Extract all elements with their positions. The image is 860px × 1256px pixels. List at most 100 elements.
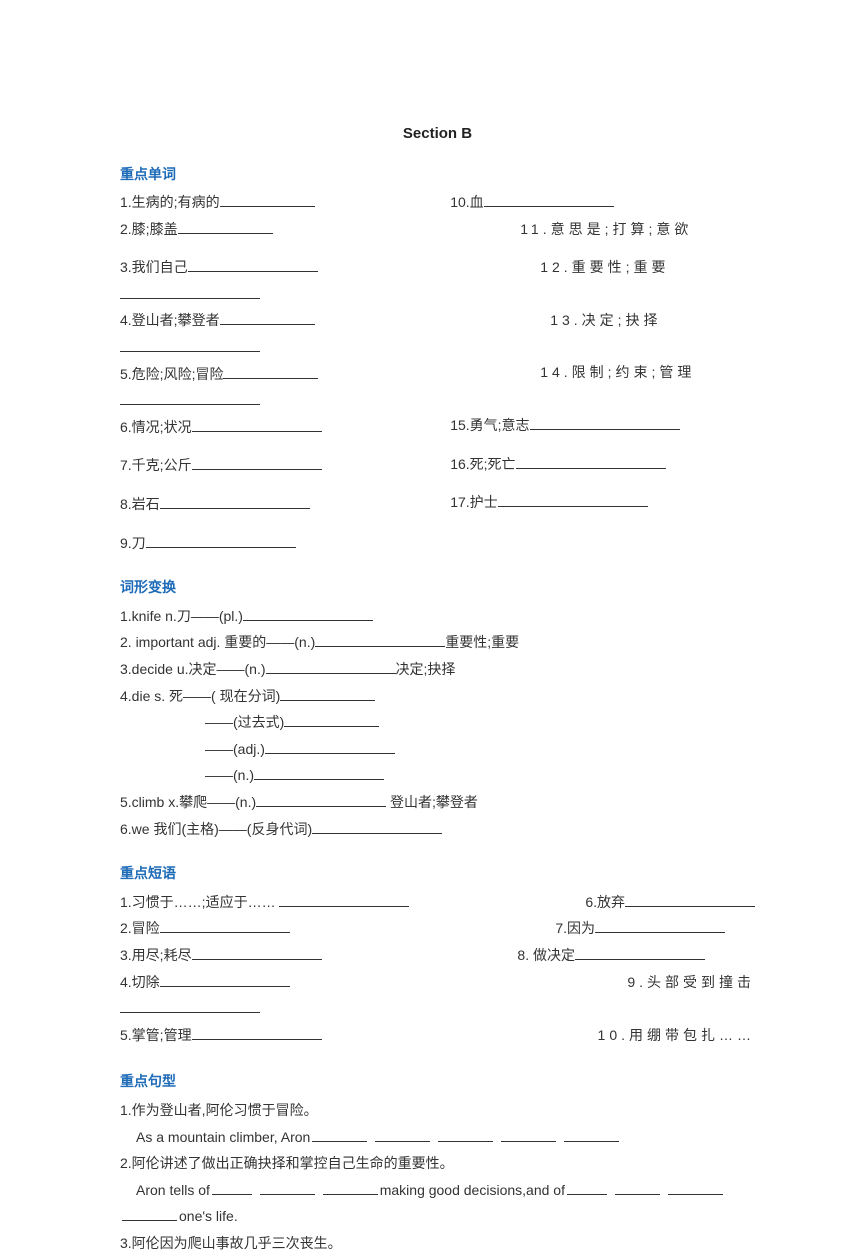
vocab-text: 11.意思是;打算;意欲 [520,221,692,237]
phrase-text: 10.用绷带包扎…… [598,1027,755,1043]
blank [192,1026,322,1040]
blank [122,1207,177,1221]
vocab-text: 14.限制;约束;管理 [540,364,695,380]
header-forms: 词形变换 [120,574,755,601]
vocab-text: 8.岩石 [120,496,160,512]
form-text: 登山者;攀登者 [386,794,478,810]
blank [160,973,290,987]
blank [516,455,666,469]
vocab-text: 15.勇气;意志 [450,417,529,433]
sentence-en: making good decisions,and of [380,1182,565,1198]
vocab-text: 5.危险;风险;冒险 [120,366,223,382]
vocab-item: 9.刀 [120,530,450,557]
vocab-text: 17.护士 [450,494,497,510]
blank [243,607,373,621]
blank [312,820,442,834]
blank [212,1181,252,1195]
blank [501,1128,556,1142]
form-text: ——(过去式) [205,714,284,730]
blank [668,1181,723,1195]
blank [315,633,445,647]
vocab-item: 17.护士 [450,489,755,516]
sentence-cn: 3.阿伦因为爬山事故几乎三次丧生。 [120,1230,755,1256]
phrase-text: 6.放弃 [585,894,625,910]
section-title: Section B [120,120,755,149]
blank [323,1181,378,1195]
blank [120,999,260,1013]
blank [188,258,318,272]
vocab-text: 6.情况;状况 [120,419,192,435]
form-text: 重要性;重要 [445,634,519,650]
phrase-text: 8. 做决定 [517,947,575,963]
vocab-item: 8.岩石 [120,491,450,518]
blank [192,946,322,960]
blank [595,919,725,933]
vocab-item: 1.生病的;有病的 [120,189,450,216]
blank [530,416,680,430]
blank [160,495,310,509]
vocab-text: 2.膝;膝盖 [120,221,178,237]
blank [254,766,384,780]
vocab-item: 16.死;死亡 [450,451,755,478]
blank [575,946,705,960]
vocab-item: 4.登山者;攀登者 [120,307,450,334]
blank [438,1128,493,1142]
blank [280,687,375,701]
vocab-text: 9.刀 [120,535,146,551]
vocab-item: 10.血 [450,189,755,216]
vocab-text: 13.决定;抉择 [550,312,661,328]
blank [375,1128,430,1142]
vocab-block: 1.生病的;有病的 2.膝;膝盖 3.我们自己 4.登山者;攀登者 5.危险;风… [120,189,755,556]
sentence-cn: 1.作为登山者,阿伦习惯于冒险。 [120,1097,755,1124]
sentence-en: one's life. [179,1208,238,1224]
blank [160,919,290,933]
vocab-text: 4.登山者;攀登者 [120,312,220,328]
form-text: 6.we 我们(主格)——(反身代词) [120,821,312,837]
phrase-text: 3.用尽;耗尽 [120,947,192,963]
form-text: 4.die s. 死——( 现在分词) [120,688,280,704]
form-text: 3.decide u.决定——(n.) [120,661,266,677]
form-text: 5.climb x.攀爬——(n.) [120,794,256,810]
blank [192,456,322,470]
blank [615,1181,660,1195]
form-text: 1.knife n.刀——(pl.) [120,608,243,624]
blank [567,1181,607,1195]
phrase-text: 1.习惯于……;适应于…… [120,894,276,910]
vocab-item: 11.意思是;打算;意欲 [450,216,755,243]
blank [178,220,273,234]
phrase-text: 9.头部受到撞击 [627,974,755,990]
forms-block: 1.knife n.刀——(pl.) 2. important adj. 重要的… [120,603,755,842]
blank [564,1128,619,1142]
blank [120,391,260,405]
phrases-block: 1.习惯于……;适应于…… 6.放弃 2.冒险 7.因为 3.用尽;耗尽 8. … [120,889,755,1051]
sentence-cn: 2.阿伦讲述了做出正确抉择和掌控自己生命的重要性。 [120,1150,755,1177]
blank [625,893,755,907]
blank [265,740,395,754]
phrase-text: 4.切除 [120,974,160,990]
vocab-text: 12.重要性;重要 [540,259,669,275]
blank [120,285,260,299]
sentences-block: 1.作为登山者,阿伦习惯于冒险。 As a mountain climber, … [120,1097,755,1256]
blank [192,418,322,432]
blank [284,713,379,727]
blank [256,793,386,807]
vocab-item: 6.情况;状况 [120,414,450,441]
blank [498,493,648,507]
blank [260,1181,315,1195]
blank [223,365,318,379]
vocab-item: 13.决定;抉择 [450,307,755,334]
blank [120,338,260,352]
phrase-text: 5.掌管;管理 [120,1027,192,1043]
vocab-item: 3.我们自己 [120,254,450,281]
blank [312,1128,367,1142]
form-text: 2. important adj. 重要的——(n.) [120,634,315,650]
vocab-item: 12.重要性;重要 [450,254,755,281]
vocab-text: 7.千克;公斤 [120,457,192,473]
vocab-text: 1.生病的;有病的 [120,194,220,210]
vocab-item: 7.千克;公斤 [120,452,450,479]
blank [220,311,315,325]
sentence-en: Aron tells of [136,1182,210,1198]
header-vocab: 重点单词 [120,161,755,188]
form-text: ——(n.) [205,767,254,783]
vocab-item: 5.危险;风险;冒险 [120,361,450,388]
